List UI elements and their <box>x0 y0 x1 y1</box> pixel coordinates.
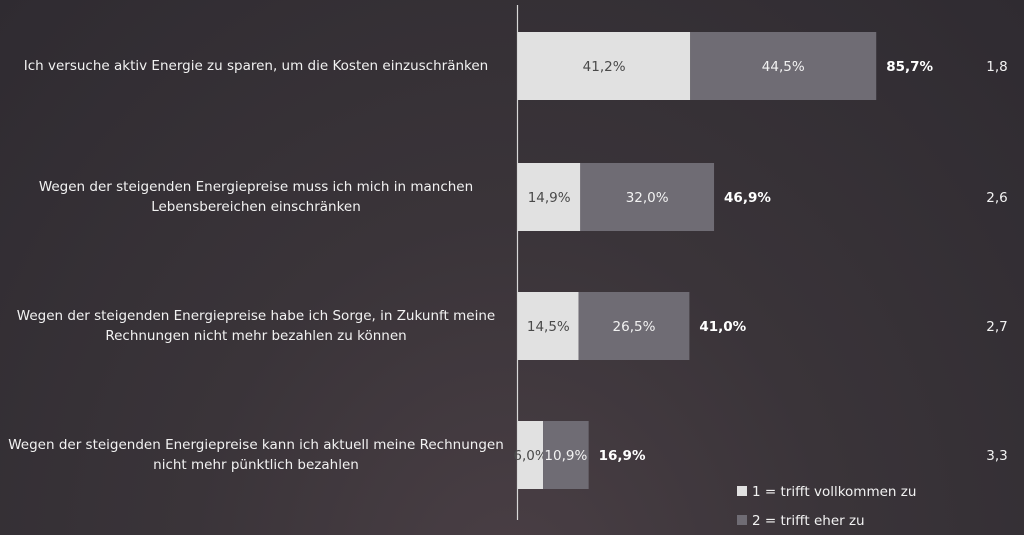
total-label: 85,7% <box>886 59 933 75</box>
bar-segment <box>518 292 579 360</box>
mean-label: 2,6 <box>986 190 1007 206</box>
legend-swatch <box>737 486 747 496</box>
value-label: 10,9% <box>544 448 587 464</box>
bar-segment <box>543 421 589 489</box>
mean-label: 1,8 <box>986 59 1007 75</box>
category-label: Ich versuche aktiv Energie zu sparen, um… <box>23 58 489 74</box>
total-label: 46,9% <box>724 190 771 206</box>
legend-label: 2 = trifft eher zu <box>752 513 865 529</box>
bar-segment <box>518 32 691 100</box>
category-label: Wegen der steigenden Energiepreise muss … <box>38 179 474 215</box>
value-label: 44,5% <box>762 59 805 75</box>
category-label: Wegen der steigenden Energiepreise kann … <box>8 437 504 473</box>
bar-segment <box>518 163 581 231</box>
total-label: 16,9% <box>599 448 646 464</box>
total-label: 41,0% <box>699 319 746 335</box>
value-label: 14,5% <box>527 319 570 335</box>
bar-segment <box>518 421 544 489</box>
value-label: 26,5% <box>613 319 656 335</box>
bar-segment <box>578 292 690 360</box>
mean-label: 3,3 <box>986 448 1007 464</box>
category-label: Wegen der steigenden Energiepreise habe … <box>16 308 496 344</box>
value-label: 6,0% <box>513 448 547 464</box>
mean-label: 2,7 <box>986 319 1007 335</box>
bar-segment <box>580 163 715 231</box>
value-label: 41,2% <box>583 59 626 75</box>
legend-swatch <box>737 515 747 525</box>
bar-segment <box>690 32 877 100</box>
value-label: 32,0% <box>626 190 669 206</box>
legend-label: 1 = trifft vollkommen zu <box>752 484 916 500</box>
value-label: 14,9% <box>528 190 571 206</box>
